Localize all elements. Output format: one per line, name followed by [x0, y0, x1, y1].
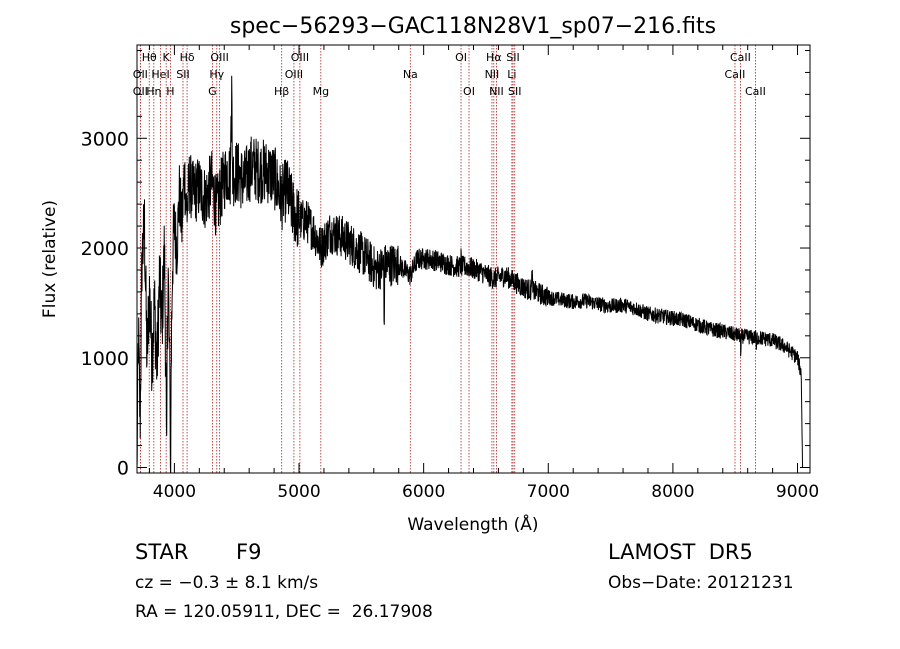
line-label: NII [485, 68, 500, 81]
sky-coordinates: RA = 120.05911, DEC = 26.17908 [135, 602, 433, 622]
y-tick-label: 3000 [81, 128, 129, 150]
observation-date: Obs−Date: 20121231 [608, 573, 794, 593]
line-label: Hγ [209, 68, 224, 81]
line-label: OI [455, 51, 467, 64]
axis-ticks: 4000 5000 6000 7000 8000 9000 0 1000 2000 3000 [81, 45, 819, 502]
line-label: NII [489, 85, 504, 98]
line-label: G [208, 85, 217, 98]
object-subclass: F9 [236, 540, 262, 564]
redshift-readout: cz = −0.3 ± 8.1 km/s [135, 573, 319, 593]
line-label: H [166, 85, 174, 98]
line-label: Hθ [142, 51, 157, 64]
x-tick-label: 7000 [527, 482, 570, 502]
line-label: OII [133, 68, 148, 81]
line-label: Na [403, 68, 418, 81]
line-label: OIII [285, 68, 303, 81]
x-tick-label: 9000 [776, 482, 819, 502]
object-class: STAR [135, 540, 189, 564]
y-tick-label: 0 [117, 458, 129, 480]
x-tick-label: 8000 [651, 482, 694, 502]
y-axis-label: Flux (relative) [40, 200, 60, 318]
line-label: Hα [486, 51, 502, 64]
line-label: SII [176, 68, 189, 81]
line-label: OIII [291, 51, 309, 64]
line-label: OIII [210, 51, 228, 64]
line-label: Hη [146, 85, 161, 98]
y-tick-label: 1000 [81, 348, 129, 370]
x-tick-label: 5000 [277, 482, 320, 502]
line-label: Mg [313, 85, 329, 98]
x-tick-label: 6000 [402, 482, 445, 502]
line-label: CaII [725, 68, 746, 81]
line-label: Hδ [180, 51, 195, 64]
line-label: CaII [745, 85, 766, 98]
spectrum-curve [136, 75, 803, 474]
line-label: K [163, 51, 171, 64]
line-label: HeI [151, 68, 169, 81]
line-label: Li [507, 68, 516, 81]
line-label: CaII [730, 51, 751, 64]
chart-title: spec−56293−GAC118N28V1_sp07−216.fits [230, 14, 716, 39]
x-tick-label: 4000 [153, 482, 196, 502]
line-label: SII [508, 85, 521, 98]
survey-release: LAMOST DR5 [608, 540, 753, 564]
y-tick-label: 2000 [81, 238, 129, 260]
line-label: OI [463, 85, 475, 98]
line-label: SII [506, 51, 519, 64]
line-label: Hβ [274, 85, 289, 98]
x-axis-label: Wavelength (Å) [407, 513, 538, 535]
